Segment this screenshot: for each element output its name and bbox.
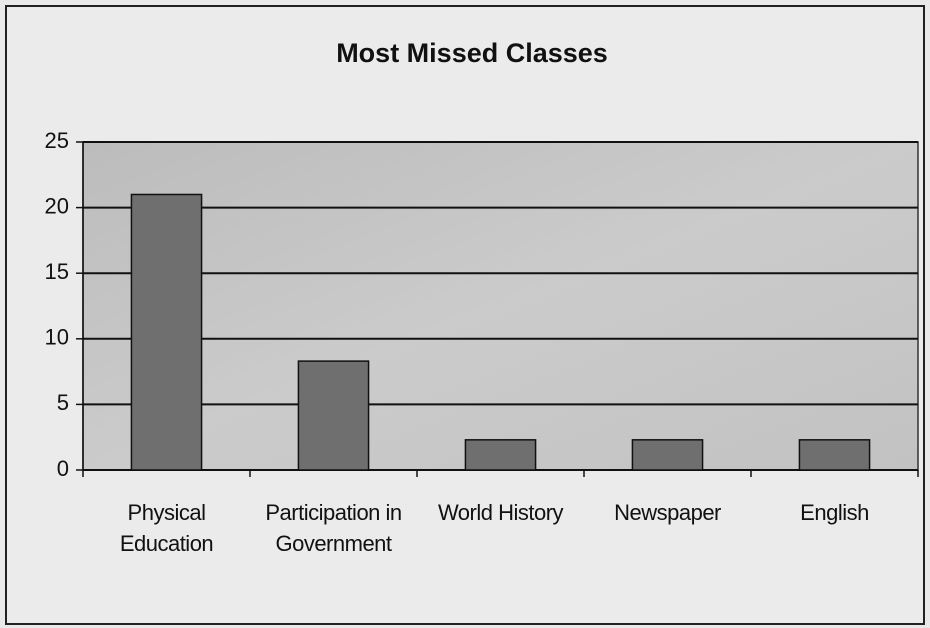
y-tick-label: 10 <box>45 325 69 350</box>
y-tick-label: 15 <box>45 259 69 284</box>
bar <box>130 193 203 471</box>
x-tick-label: English <box>800 500 869 525</box>
y-tick-label: 20 <box>45 193 69 218</box>
y-tick-label: 25 <box>45 128 69 153</box>
y-tick-label: 0 <box>57 456 69 481</box>
bar <box>297 360 370 471</box>
x-tick-label: Physical Education <box>119 500 214 556</box>
bar <box>464 439 537 471</box>
y-tick-label: 5 <box>57 390 69 415</box>
plot-area <box>82 141 919 471</box>
chart-title: Most Missed Classes <box>336 38 608 68</box>
x-tick-label: Participation in Government <box>265 500 402 556</box>
bar <box>631 439 704 471</box>
x-tick-label: Newspaper <box>614 500 721 525</box>
x-tick-label: World History <box>437 500 564 525</box>
bar <box>798 439 871 471</box>
